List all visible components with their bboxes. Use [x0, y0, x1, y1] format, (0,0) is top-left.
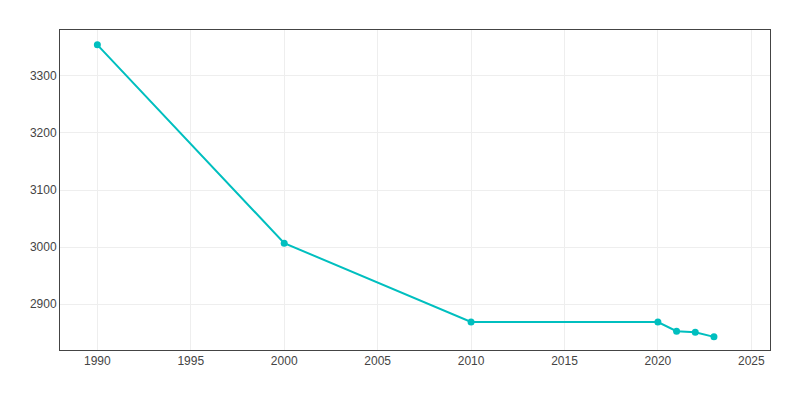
svg-text:2000: 2000: [271, 354, 298, 368]
svg-text:3200: 3200: [30, 126, 57, 140]
svg-text:2010: 2010: [458, 354, 485, 368]
svg-text:3100: 3100: [30, 183, 57, 197]
svg-text:1995: 1995: [177, 354, 204, 368]
svg-text:2020: 2020: [645, 354, 672, 368]
svg-text:3000: 3000: [30, 240, 57, 254]
svg-text:2025: 2025: [738, 354, 765, 368]
svg-text:1990: 1990: [84, 354, 111, 368]
svg-text:2015: 2015: [551, 354, 578, 368]
svg-text:3300: 3300: [30, 69, 57, 83]
svg-text:2005: 2005: [364, 354, 391, 368]
svg-text:2900: 2900: [30, 297, 57, 311]
